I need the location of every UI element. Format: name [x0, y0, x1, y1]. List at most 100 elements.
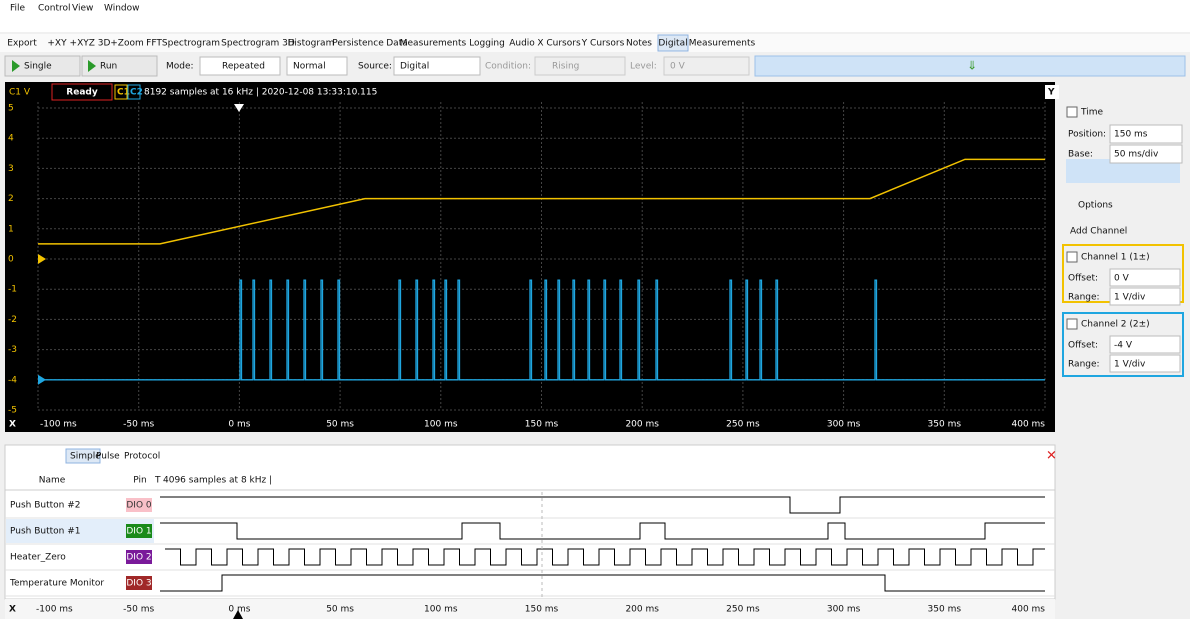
range-input[interactable] — [1109, 287, 1181, 306]
tab[interactable]: +Zoom — [110, 39, 144, 49]
tab[interactable]: Notes — [626, 39, 652, 49]
pin-label: DIO 0 — [126, 501, 152, 511]
condition-label: Condition: — [485, 62, 531, 72]
x-tick-label: 350 ms — [928, 420, 962, 430]
offset-input[interactable] — [1109, 268, 1181, 287]
x-axis-label[interactable]: X — [9, 420, 16, 430]
tab[interactable]: Data — [386, 39, 408, 49]
c2-label: C2 — [130, 88, 143, 98]
menu-item[interactable]: Control — [38, 4, 71, 14]
arm-bar[interactable] — [754, 55, 1186, 77]
source-value: Digital — [400, 62, 429, 72]
pin-label: DIO 1 — [126, 527, 151, 537]
logic-x-tick-label: 100 ms — [424, 605, 458, 615]
tab[interactable]: Logging — [469, 39, 505, 49]
logic-x-tick-label: 350 ms — [928, 605, 962, 615]
tab[interactable]: Y Cursors — [581, 39, 625, 49]
y-tick-label: 1 — [8, 224, 14, 234]
menu-item[interactable]: Window — [104, 4, 140, 14]
tab[interactable]: +XY — [47, 39, 67, 49]
single-button[interactable] — [4, 55, 81, 77]
y-tick-label: -2 — [8, 315, 17, 325]
checkbox[interactable] — [1066, 106, 1078, 118]
range-label: Range: — [1068, 360, 1100, 370]
position-input[interactable] — [1109, 124, 1183, 144]
simple-tab[interactable] — [65, 448, 101, 464]
digital-trace — [160, 496, 1045, 514]
x-tick-label: 300 ms — [827, 420, 861, 430]
tab[interactable]: FFT — [146, 39, 162, 49]
y-tick-label: 2 — [8, 194, 14, 204]
y-tick-label: -4 — [8, 375, 17, 385]
signal-name: Push Button #1 — [10, 527, 81, 537]
menu-bar — [0, 0, 1190, 32]
checkbox[interactable] — [1066, 251, 1078, 263]
time-title[interactable]: Time — [1080, 108, 1103, 118]
position-value: 150 ms — [1114, 130, 1148, 140]
logic-x-axis-label[interactable]: X — [9, 605, 16, 615]
tab[interactable]: Persistence — [332, 39, 384, 49]
c1-label: C1 — [117, 88, 130, 98]
column-name: Name — [39, 476, 66, 486]
y-tick-label: -5 — [8, 406, 17, 416]
y-tick-label: 0 — [8, 255, 14, 265]
digital-trace — [160, 522, 1045, 540]
pin-box — [126, 550, 152, 564]
menu-item[interactable]: View — [72, 4, 93, 14]
logic-x-tick-label: 150 ms — [525, 605, 559, 615]
checkbox[interactable] — [1066, 318, 1078, 330]
y-button[interactable] — [1045, 85, 1059, 99]
logic-x-tick-label: 200 ms — [625, 605, 659, 615]
close-icon[interactable]: ✕ — [1046, 449, 1057, 464]
y-tick-label: 5 — [8, 104, 14, 114]
mode-select[interactable] — [199, 56, 281, 76]
logic-x-tick-label: 50 ms — [326, 605, 354, 615]
tab-bar — [0, 34, 1190, 52]
logic-x-tick-label: 300 ms — [827, 605, 861, 615]
base-label: Base: — [1068, 150, 1093, 160]
options-button[interactable]: Options — [1078, 201, 1113, 211]
logic-tool[interactable]: Simple — [70, 452, 101, 462]
x-tick-label: 200 ms — [625, 420, 659, 430]
signal-name: Temperature Monitor — [9, 579, 104, 589]
channel-title[interactable]: Channel 1 (1±) — [1081, 253, 1150, 263]
logic-panel — [4, 444, 1056, 600]
trigger-select[interactable] — [286, 56, 348, 76]
tab[interactable]: +XYZ 3D — [70, 39, 111, 49]
offset-input[interactable] — [1109, 335, 1181, 354]
tab[interactable]: X Cursors — [537, 39, 581, 49]
column-pin: Pin — [133, 476, 146, 486]
tab[interactable]: Measurements — [400, 39, 467, 49]
logic-tool[interactable]: Protocol — [124, 452, 160, 462]
tab[interactable]: Audio — [509, 39, 535, 49]
tab[interactable]: Measurements — [689, 39, 756, 49]
range-input[interactable] — [1109, 354, 1181, 373]
position-label: Position: — [1068, 130, 1106, 140]
tab[interactable]: Histogram — [288, 39, 335, 49]
mode-value: Repeated — [222, 62, 265, 72]
level-input[interactable] — [663, 56, 750, 76]
tab[interactable]: Spectrogram — [162, 39, 220, 49]
x-tick-label: 100 ms — [424, 420, 458, 430]
pin-box — [126, 498, 152, 512]
logic-x-tick-label: 0 ms — [228, 605, 250, 615]
active-tab — [657, 34, 689, 52]
menu-item[interactable]: File — [10, 4, 26, 14]
logic-info: 4096 samples at 8 kHz | — [163, 476, 272, 486]
column-trigger: T — [154, 476, 161, 486]
pin-box — [126, 576, 152, 590]
run-button[interactable] — [81, 55, 158, 77]
channel-title[interactable]: Channel 2 (2±) — [1081, 320, 1150, 330]
tab[interactable]: Export — [7, 39, 37, 49]
tab[interactable]: Spectrogram 3D — [221, 39, 295, 49]
logic-tool[interactable]: Pulse — [96, 452, 120, 462]
logic-x-tick-label: 400 ms — [1012, 605, 1046, 615]
base-input[interactable] — [1109, 144, 1183, 164]
y-tick-label: 3 — [8, 164, 14, 174]
add-channel-button[interactable]: Add Channel — [1070, 227, 1127, 237]
tab[interactable]: Digital — [658, 39, 687, 49]
condition-select[interactable] — [534, 56, 626, 76]
x-tick-label: 400 ms — [1012, 420, 1046, 430]
condition-value: Rising — [552, 62, 579, 72]
source-select[interactable] — [393, 56, 481, 76]
